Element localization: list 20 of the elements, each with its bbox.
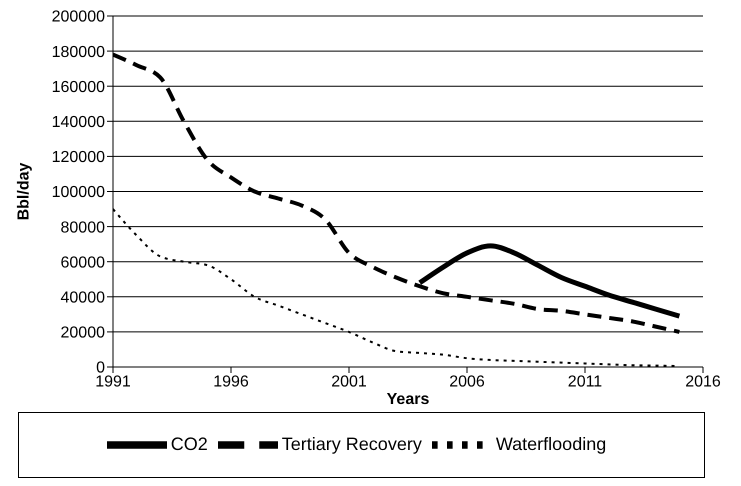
x-tick-label: 2011 [568,373,602,390]
x-axis-title: Years [386,391,430,408]
y-axis-title: Bbl/day [16,162,33,220]
legend-label: CO2 [170,434,208,454]
x-tick-label: 2006 [449,373,485,390]
y-tick-label: 60000 [60,254,106,272]
y-tick-label: 180000 [52,44,106,61]
y-tick-label: 40000 [60,289,106,306]
y-tick-label: 140000 [52,114,106,131]
y-tick-label: 100000 [52,184,106,202]
x-tick-label: 1996 [213,373,249,390]
legend-label: Waterflooding [496,434,606,454]
y-tick-label: 200000 [52,8,106,26]
x-tick-label: 2001 [331,373,367,390]
y-tick-label: 80000 [60,219,106,236]
y-tick-label: 120000 [52,149,106,166]
y-tick-label: 160000 [52,78,106,96]
x-tick-label: 2016 [685,373,721,390]
legend-label: Tertiary Recovery [282,434,422,454]
y-tick-label: 20000 [60,324,106,342]
